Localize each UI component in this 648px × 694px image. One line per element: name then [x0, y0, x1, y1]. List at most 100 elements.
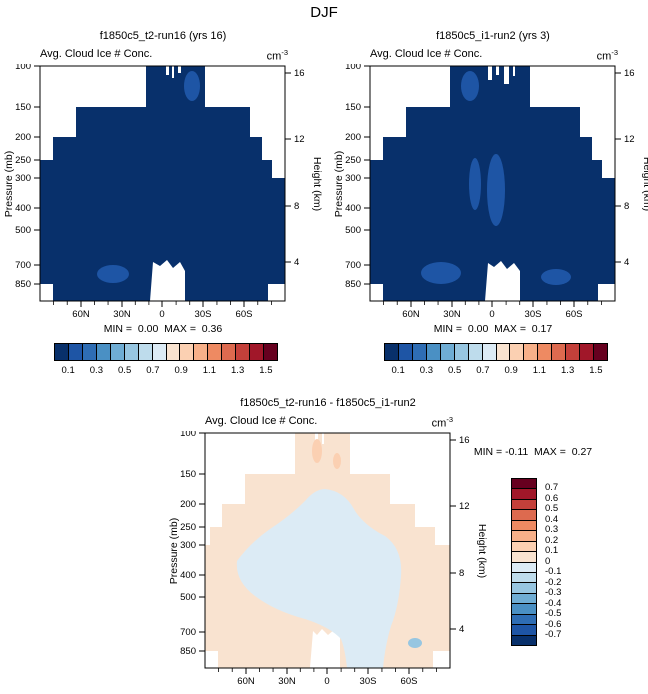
diff-positive2-region [333, 453, 341, 469]
svg-text:0: 0 [489, 309, 494, 320]
colorbar-tick-label: 1.1 [532, 365, 546, 376]
variable-label: Avg. Cloud Ice # Conc. [205, 415, 318, 427]
colorbar-cell [397, 344, 412, 360]
svg-text:850: 850 [180, 646, 196, 657]
height-ticks [285, 72, 291, 263]
svg-text:400: 400 [180, 570, 196, 581]
diff-negative2-spot [408, 638, 422, 648]
svg-text:16: 16 [459, 435, 470, 446]
no-data-gap [172, 66, 174, 78]
contour-plot: 100 150 200 250 300 400 500 700 850 16 12 8 4 60N 30… [168, 431, 488, 687]
svg-text:700: 700 [15, 260, 31, 271]
colorbar-cell [512, 571, 536, 583]
svg-text:150: 150 [180, 469, 196, 480]
colorbar-cell [579, 344, 594, 360]
height-axis-title: Height (km) [311, 157, 323, 211]
colorbar-tick-label: 0.7 [476, 365, 490, 376]
colorbar-cell [179, 344, 194, 360]
no-data-gap [513, 66, 515, 76]
colorbar-tick-label: -0.4 [545, 597, 562, 609]
colorbar-tick-label: 0.1 [61, 365, 75, 376]
colorbar-cell [207, 344, 222, 360]
panel-title: f1850c5_t2-run16 - f1850c5_i1-run2 [240, 397, 416, 409]
colorbar-cell [512, 551, 536, 562]
svg-text:60S: 60S [401, 676, 418, 687]
units-label: cm-3 [266, 48, 288, 63]
svg-text:700: 700 [180, 627, 196, 638]
svg-text:700: 700 [345, 260, 361, 271]
colorbar-cell [123, 344, 138, 360]
colorbar-cell [495, 344, 510, 360]
colorbar-tick-label: 1.3 [561, 365, 575, 376]
colorbar-cell [67, 344, 82, 360]
svg-text:100: 100 [345, 64, 361, 72]
colorbar-tick-label: 0.1 [545, 545, 559, 556]
height-tick-labels: 16 12 8 4 [294, 68, 305, 268]
minmax-label: MIN = 0.00 MAX = 0.17 [433, 323, 553, 335]
units-label: cm-3 [431, 415, 453, 430]
svg-text:30S: 30S [195, 309, 212, 320]
diff-colorbar-labels: 0.7 0.6 0.5 0.4 0.3 0.2 0.1 0 -0.1 -0.2 -0.3 -0.4 -0… [545, 482, 562, 641]
colorbar-tick-label: -0.6 [545, 618, 562, 630]
colorbar-cell [512, 509, 536, 520]
colorbar-cell [193, 344, 208, 360]
colorbar-cell [249, 344, 264, 360]
svg-text:8: 8 [624, 201, 629, 212]
variable-label: Avg. Cloud Ice # Conc. [40, 48, 153, 60]
no-data-gap [315, 433, 318, 441]
height-ticks [450, 439, 456, 630]
colorbar-cell [385, 344, 398, 360]
diff-colorbar-block: MIN = -0.11 MAX = 0.27 0.7 0.6 0.5 0.4 0.3 0.… [474, 446, 648, 656]
diff-negative-region [236, 489, 402, 668]
svg-text:60N: 60N [237, 676, 255, 687]
colorbar-tick-label: 0.3 [419, 365, 433, 376]
colorbar-tick-label: 0.2 [545, 534, 559, 546]
svg-text:300: 300 [15, 173, 31, 184]
svg-text:0: 0 [159, 309, 164, 320]
colorbar-tick-label: 0.3 [545, 524, 559, 535]
minmax-label: MIN = 0.00 MAX = 0.36 [103, 323, 223, 335]
colorbar-tick-label: 0.9 [174, 365, 188, 376]
svg-text:150: 150 [345, 102, 361, 113]
pressure-tick-labels: 100 150 200 250 300 400 500 700 850 [180, 431, 196, 657]
colorbar-cell [512, 624, 536, 635]
no-data-gap [504, 66, 509, 84]
svg-text:250: 250 [345, 155, 361, 166]
colorbar-tick-label: 0.7 [545, 482, 559, 493]
latitude-ticks [80, 301, 245, 307]
svg-text:500: 500 [345, 225, 361, 236]
svg-text:60S: 60S [236, 309, 253, 320]
latitude-ticks [245, 668, 410, 674]
colorbar-cell [593, 344, 607, 360]
pressure-tick-labels: 100 150 200 250 300 400 500 700 850 [15, 64, 31, 290]
colorbar-cell [512, 603, 536, 614]
colorbar-cell [137, 344, 152, 360]
svg-text:250: 250 [180, 522, 196, 533]
svg-text:200: 200 [180, 499, 196, 510]
svg-text:16: 16 [294, 68, 305, 79]
svg-text:8: 8 [294, 201, 299, 212]
colorbar-labels: 0.1 0.3 0.5 0.7 0.9 1.1 1.3 1.5 [54, 365, 280, 376]
colorbar-tick-label: 0.4 [545, 513, 559, 525]
colorbar-cell [221, 344, 236, 360]
colorbar-tick-label: -0.3 [545, 587, 562, 598]
no-data-gap [178, 66, 181, 73]
panel-title: f1850c5_t2-run16 (yrs 16) [99, 30, 227, 42]
height-axis-title: Height (km) [476, 524, 488, 578]
colorbar-tick-label: -0.5 [545, 608, 562, 619]
colorbar-cell [439, 344, 454, 360]
colorbar-tick-label: -0.7 [545, 629, 562, 640]
colorbar-cell [512, 582, 536, 593]
panel-top-right: f1850c5_i1-run2 (yrs 3) Avg. Cloud Ice #… [330, 26, 648, 384]
colorbar-cell [109, 344, 124, 360]
no-data-gap [166, 66, 169, 75]
contour-level2-region [421, 262, 461, 284]
pressure-axis-title: Pressure (mb) [3, 151, 15, 218]
contour-level2-region [469, 158, 481, 210]
latitude-tick-labels: 60N 30N 0 30S 60S [402, 309, 582, 320]
height-tick-labels: 16 12 8 4 [624, 68, 635, 268]
colorbar-labels: 0.1 0.3 0.5 0.7 0.9 1.1 1.3 1.5 [384, 365, 610, 376]
svg-text:250: 250 [15, 155, 31, 166]
colorbar-tick-label: 0.5 [448, 365, 462, 376]
